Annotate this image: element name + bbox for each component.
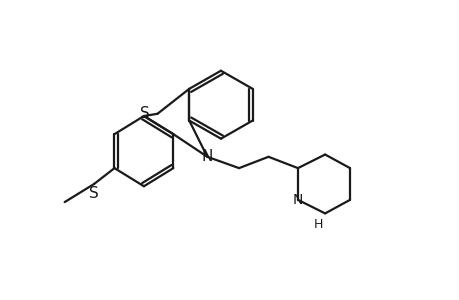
Text: H: H	[313, 218, 322, 231]
Text: S: S	[140, 106, 149, 121]
Text: N: N	[201, 149, 213, 164]
Text: S: S	[89, 186, 99, 201]
Text: N: N	[292, 193, 302, 207]
